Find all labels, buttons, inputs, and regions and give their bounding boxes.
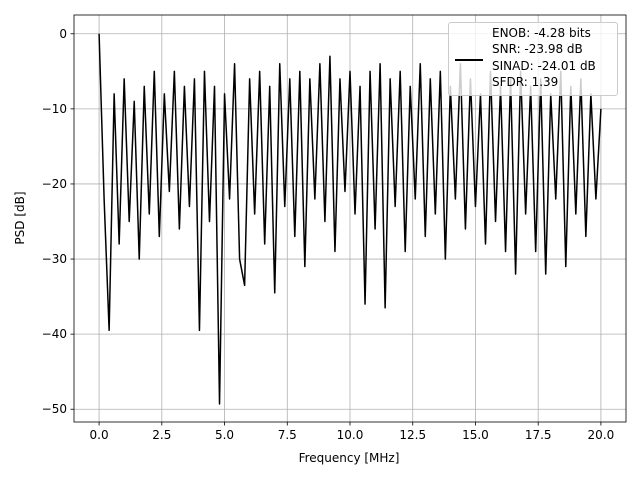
legend: ENOB: -4.28 bits SNR: -23.98 dB SINAD: -… (448, 22, 618, 96)
y-tick-label: −30 (42, 252, 67, 266)
y-tick-label: −20 (42, 177, 67, 191)
x-tick-label: 10.0 (337, 428, 364, 442)
y-axis-label: PSD [dB] (13, 191, 27, 244)
y-tick-label: −40 (42, 327, 67, 341)
x-tick-label: 15.0 (462, 428, 489, 442)
legend-label: ENOB: -4.28 bits SNR: -23.98 dB SINAD: -… (492, 26, 596, 89)
x-tick-label: 7.5 (278, 428, 297, 442)
x-axis-label: Frequency [MHz] (299, 451, 400, 465)
y-tick-label: −50 (42, 402, 67, 416)
x-tick-label: 2.5 (152, 428, 171, 442)
data-line (98, 33, 602, 405)
x-tick-label: 20.0 (588, 428, 615, 442)
x-tick-label: 5.0 (215, 428, 234, 442)
x-tick-label: 12.5 (399, 428, 426, 442)
y-tick-label: −10 (42, 102, 67, 116)
plot-frame (73, 14, 627, 423)
x-tick-label: 17.5 (525, 428, 552, 442)
x-tick-label: 0.0 (90, 428, 109, 442)
y-tick-label: 0 (59, 27, 67, 41)
legend-swatch (455, 59, 483, 61)
